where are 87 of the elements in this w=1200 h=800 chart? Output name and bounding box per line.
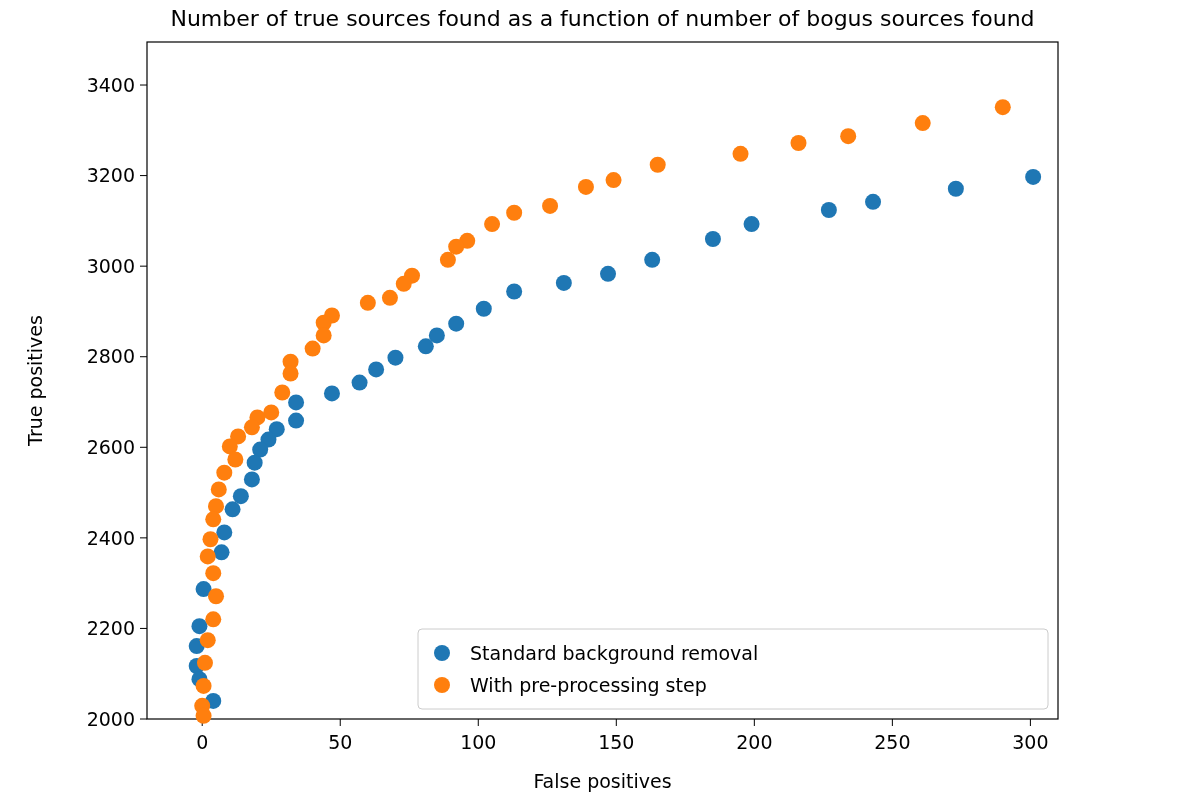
point [199, 632, 216, 649]
y-tick-label: 3200 [86, 164, 135, 187]
point [205, 611, 222, 628]
point [263, 404, 280, 421]
point [221, 438, 238, 455]
point [865, 193, 882, 210]
y-tick-label: 2600 [86, 435, 135, 458]
point [947, 180, 964, 197]
point [191, 618, 208, 635]
point [208, 588, 225, 605]
point [417, 338, 434, 355]
point [274, 384, 291, 401]
y-tick-label: 2200 [86, 617, 135, 640]
y-tick-label: 3000 [86, 254, 135, 277]
point [542, 197, 559, 214]
point [202, 531, 219, 548]
point [704, 231, 721, 247]
point [790, 135, 807, 151]
point [230, 428, 247, 445]
point [196, 654, 213, 671]
point [315, 327, 332, 344]
point [395, 275, 412, 292]
point [208, 498, 225, 515]
point [282, 365, 299, 382]
point [1025, 168, 1042, 185]
point [213, 544, 230, 561]
point [359, 294, 376, 311]
point [743, 216, 760, 233]
point [195, 581, 212, 598]
point [246, 454, 263, 471]
x-tick-label: 50 [328, 731, 353, 753]
x-tick-label: 300 [1012, 731, 1049, 753]
point [914, 115, 931, 132]
point [605, 172, 622, 189]
point [840, 128, 857, 145]
point [475, 300, 492, 317]
legend-label: With pre-processing step [470, 673, 707, 696]
x-tick-label: 0 [196, 731, 209, 753]
point [205, 511, 222, 528]
x-axis-title: False positives [533, 770, 672, 792]
point [243, 471, 260, 488]
y-axis-title: True positives [24, 315, 46, 447]
x-tick-label: 250 [874, 731, 911, 753]
point [205, 565, 222, 582]
point [994, 99, 1011, 116]
point [216, 464, 233, 481]
point [448, 238, 465, 255]
point [387, 349, 404, 366]
chart-title: Number of true sources found as a function of number of bogus sources found [170, 6, 1035, 31]
point [439, 251, 456, 268]
legend-label: Standard background removal [470, 641, 759, 664]
point [224, 501, 241, 518]
point [304, 340, 321, 357]
point [288, 412, 305, 429]
point [268, 421, 285, 438]
point [243, 419, 260, 436]
point [506, 204, 523, 221]
y-tick-label: 2400 [86, 526, 135, 549]
point [227, 451, 244, 468]
point [577, 178, 594, 195]
point [368, 361, 385, 378]
point [232, 488, 249, 505]
point [484, 216, 501, 233]
point [216, 524, 233, 541]
x-tick-label: 150 [598, 731, 635, 753]
point [600, 265, 617, 282]
y-tick-label: 3400 [86, 73, 135, 96]
point [555, 274, 572, 291]
point [820, 202, 837, 218]
point [195, 677, 212, 694]
point [199, 548, 216, 565]
y-tick-label: 2800 [86, 345, 135, 368]
point [506, 283, 523, 300]
point [252, 441, 269, 458]
point [210, 481, 227, 498]
point [649, 156, 666, 173]
x-tick-label: 100 [460, 731, 497, 753]
point [428, 327, 445, 344]
x-tick-label: 200 [736, 731, 773, 753]
point [351, 374, 368, 391]
point [288, 394, 305, 411]
point [732, 145, 749, 162]
y-tick-label: 2000 [86, 707, 135, 730]
point [381, 289, 398, 306]
point [644, 251, 661, 268]
point [323, 385, 340, 402]
point [448, 315, 465, 332]
